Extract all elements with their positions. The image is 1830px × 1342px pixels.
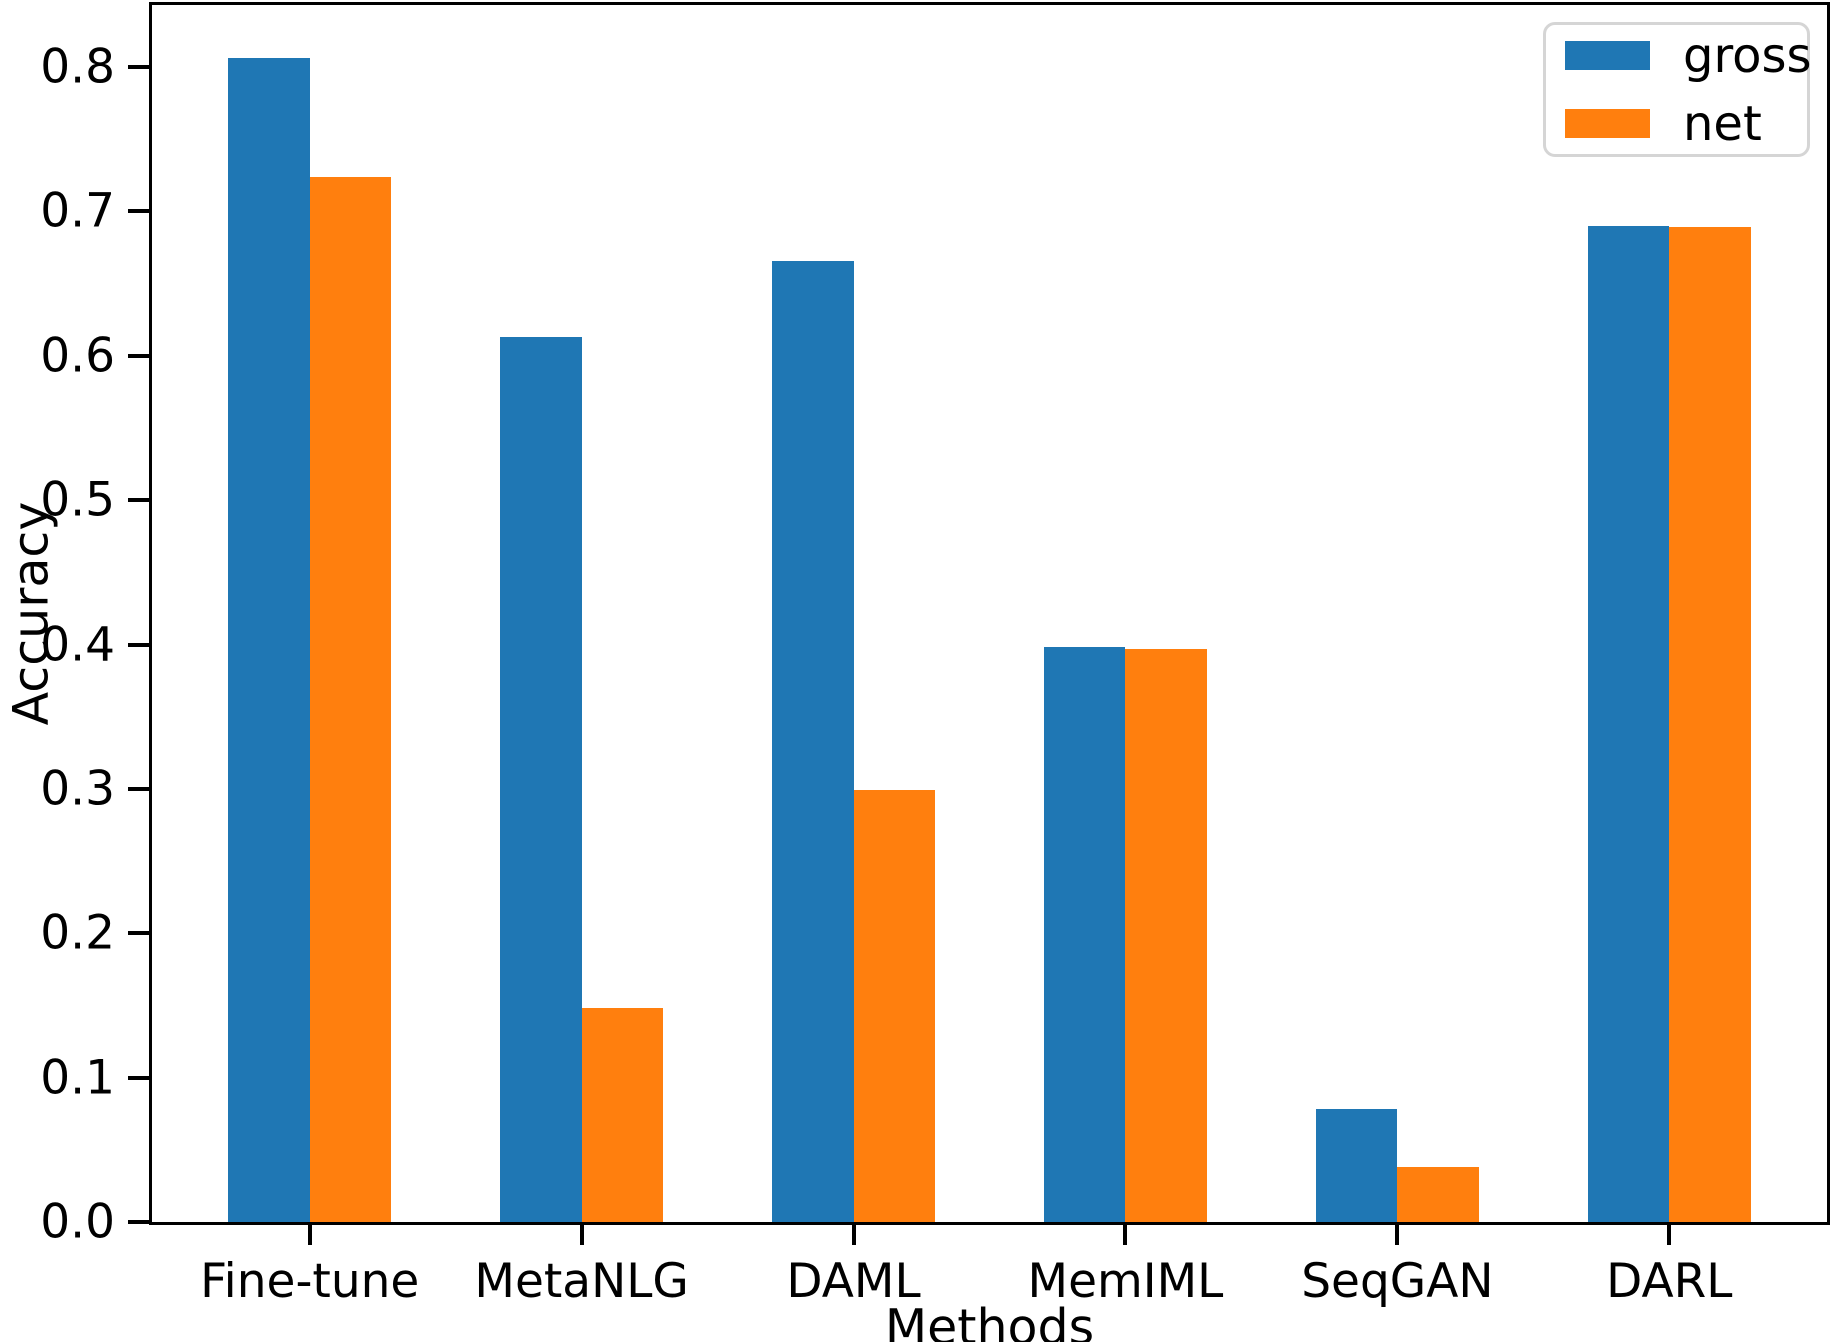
y-tick-mark <box>128 353 149 358</box>
bar-gross-Fine-tune <box>228 58 310 1222</box>
legend-label-gross: gross <box>1683 27 1812 84</box>
y-tick-label: 0.0 <box>40 1194 115 1250</box>
y-axis-title: Accuracy <box>2 501 60 726</box>
legend-swatch-gross <box>1565 41 1650 70</box>
x-tick-label-SeqGAN: SeqGAN <box>1301 1254 1494 1309</box>
bar-gross-MetaNLG <box>500 337 582 1222</box>
y-tick-mark <box>128 931 149 936</box>
y-tick-mark <box>128 786 149 791</box>
y-tick-label: 0.4 <box>40 617 115 673</box>
bar-gross-DAML <box>771 260 854 1222</box>
y-tick-label: 0.8 <box>40 39 115 95</box>
legend: gross net <box>1543 22 1812 157</box>
bar-net-DARL <box>1669 227 1751 1222</box>
bar-gross-MemIML <box>1043 647 1126 1222</box>
y-tick-mark <box>128 1075 149 1080</box>
x-axis-title: Methods <box>884 1299 1095 1342</box>
legend-row-gross: gross <box>1565 32 1812 80</box>
plot-area: Accuracy 0.0 0.1 0.2 0.3 0.4 0.5 0.6 0.7 0.8 Fin… <box>3 2 1830 1342</box>
bar-gross-DARL <box>1587 225 1670 1222</box>
y-tick-mark <box>128 65 149 70</box>
x-tick-label-DAML: DAML <box>786 1254 921 1309</box>
x-tick-mark <box>307 1225 312 1245</box>
y-tick-label: 0.2 <box>40 905 115 961</box>
x-tick-mark <box>1123 1225 1128 1245</box>
bar-net-MemIML <box>1125 648 1208 1222</box>
y-tick-label: 0.3 <box>40 761 115 817</box>
x-tick-label-MetaNLG: MetaNLG <box>474 1254 689 1309</box>
x-tick-label-Fine-tune: Fine-tune <box>200 1254 420 1309</box>
x-tick-mark <box>1395 1225 1400 1245</box>
x-tick-mark <box>579 1225 584 1245</box>
bar-net-Fine-tune <box>309 176 392 1222</box>
y-tick-label: 0.1 <box>40 1050 115 1106</box>
y-tick-mark <box>128 1220 149 1224</box>
y-tick-label: 0.7 <box>40 183 115 239</box>
bar-gross-SeqGAN <box>1315 1109 1398 1222</box>
legend-row-net: net <box>1565 100 1807 148</box>
y-tick-mark <box>128 209 149 214</box>
x-tick-label-MemIML: MemIML <box>1027 1254 1224 1309</box>
x-tick-mark <box>851 1225 856 1245</box>
bar-net-SeqGAN <box>1397 1167 1479 1222</box>
y-tick-label: 0.5 <box>40 472 115 528</box>
x-tick-mark <box>1667 1225 1672 1245</box>
bar-net-DAML <box>853 790 936 1222</box>
y-tick-label: 0.6 <box>40 328 115 384</box>
bar-net-MetaNLG <box>581 1008 664 1222</box>
legend-label-net: net <box>1683 95 1762 152</box>
y-tick-mark <box>128 642 149 647</box>
legend-swatch-net <box>1565 109 1650 138</box>
x-tick-label-DARL: DARL <box>1606 1254 1733 1309</box>
y-tick-mark <box>128 498 149 503</box>
